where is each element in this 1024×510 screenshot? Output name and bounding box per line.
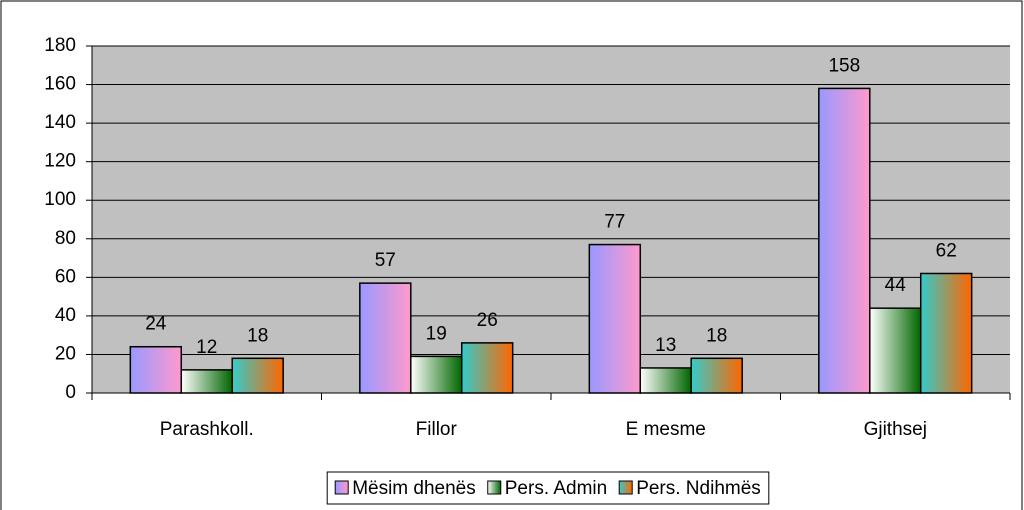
- y-tick-label: 100: [44, 189, 76, 210]
- legend-label: Pers. Admin: [505, 478, 607, 499]
- y-tick-label: 120: [44, 151, 76, 172]
- y-tick-label: 60: [55, 266, 76, 287]
- legend-swatch: [618, 480, 633, 495]
- data-label: 12: [196, 337, 217, 358]
- data-label: 24: [145, 314, 167, 335]
- data-label: 19: [426, 323, 447, 344]
- y-tick-label: 160: [44, 74, 76, 95]
- x-tick-label: Parashkoll.: [160, 419, 254, 440]
- bar: [690, 357, 743, 394]
- bar: [818, 87, 871, 394]
- x-tick-label: Fillor: [416, 419, 458, 440]
- bar: [129, 345, 183, 394]
- bar: [410, 355, 463, 394]
- bar: [231, 357, 284, 394]
- bar: [919, 272, 973, 394]
- bar: [869, 307, 922, 394]
- data-label: 18: [247, 325, 268, 346]
- x-tick-label: E mesme: [626, 419, 706, 440]
- y-tick-label: 140: [44, 112, 76, 133]
- legend-swatch: [334, 480, 349, 495]
- legend-swatch: [487, 480, 502, 495]
- data-label: 18: [706, 325, 727, 346]
- data-label: 62: [936, 240, 957, 261]
- bar: [588, 243, 642, 394]
- legend-label: Pers. Ndihmës: [636, 478, 761, 499]
- data-label: 26: [477, 310, 498, 331]
- bar: [460, 342, 514, 394]
- y-tick-label: 20: [55, 343, 76, 364]
- x-tick-label: Gjithsej: [864, 419, 927, 440]
- bar: [639, 367, 692, 394]
- data-label: 13: [655, 335, 676, 356]
- y-tick-label: 180: [44, 35, 76, 56]
- legend-label: Mësim dhenës: [352, 478, 476, 499]
- y-tick-label: 80: [55, 228, 76, 249]
- legend: [326, 471, 770, 505]
- data-label: 57: [375, 250, 396, 271]
- data-label: 158: [828, 55, 860, 76]
- y-tick-label: 40: [55, 305, 76, 326]
- bar: [359, 282, 412, 394]
- y-tick-label: 0: [65, 382, 76, 403]
- data-label: 44: [885, 275, 907, 296]
- bar: [180, 369, 233, 394]
- data-label: 77: [604, 212, 625, 233]
